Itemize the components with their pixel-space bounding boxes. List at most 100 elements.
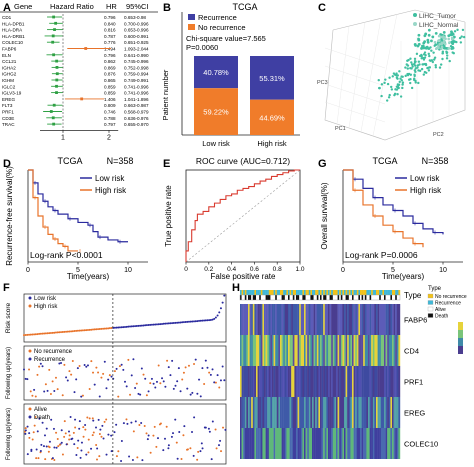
heatmap-cell [252,397,255,428]
heatmap-cell [312,304,314,335]
legend-swatch-no-recurrence [28,349,32,353]
survival-point [141,459,144,462]
tumor-point [428,59,432,62]
survival-point [47,445,50,448]
tumor-point [452,35,456,39]
heatmap-cell [382,397,385,428]
risk-point [68,330,71,333]
heatmap-cell [368,366,370,397]
status-track-cell [342,295,345,300]
heatmap-cell [347,335,349,366]
type-track-cell [369,290,372,295]
chart-title: ROC curve (AUC=0.712) [196,156,290,166]
tumor-point [391,75,394,78]
type-track-cell [331,290,333,295]
heatmap-cell [336,428,338,459]
recurrence-point [166,359,169,362]
recurrence-point [86,364,89,367]
type-track-cell [353,290,356,295]
heatmap-cell [299,335,301,366]
heatmap-cell [369,397,372,428]
heatmap-cell [339,304,341,335]
heatmap-cell [366,335,369,366]
heatmap-cell [270,366,273,397]
survival-point [72,431,75,434]
type-track-cell [368,290,370,295]
survival-point [222,426,225,429]
normal-point [451,37,454,41]
status-track-cell [337,295,340,300]
legend-label: Recurrence [435,301,461,307]
recurrence-point [198,378,201,381]
legend-swatch-alive [28,407,32,411]
pca-box-outline [324,22,466,141]
heatmap-cell [254,304,257,335]
tumor-point [439,63,443,66]
heatmap-cell [248,335,250,366]
type-track-cell [313,290,316,295]
type-track-cell [260,290,263,295]
heatmap-cell [336,335,338,366]
hr-point [55,91,58,94]
gene-row-label: PRF1 [404,378,423,387]
risk-point [125,325,128,328]
type-track-cell [334,290,337,295]
heatmap-cell [257,335,260,366]
risk-point [152,323,155,326]
risk-point [176,321,179,324]
log-rank-text: Log-rank P=0.0006 [345,250,418,260]
hr-point [55,78,59,82]
recurrence-point [199,395,202,398]
status-track-cell [292,295,295,300]
heatmap-cell [361,428,364,459]
type-track-cell [257,290,260,295]
heatmap-cell [387,428,389,459]
legend-swatch-normal [413,22,417,26]
x-tick-label: 2 [107,134,111,141]
grid-line [324,83,386,105]
risk-point [147,324,150,327]
risk-point [166,322,169,325]
hr-value: 0.869 [104,65,116,70]
heatmap-cell [240,304,242,335]
heatmap-cell [249,335,252,366]
heatmap-cell [342,335,345,366]
color-scale-segment [458,338,463,346]
risk-point [155,323,158,326]
heatmap-cell [300,304,303,335]
type-track-cell [388,290,391,295]
heatmap-cell [318,304,321,335]
legend-swatch-tumor [413,13,417,17]
survival-point [37,457,40,460]
heatmap-cell [334,335,337,366]
heatmap-cell [398,428,401,459]
heatmap-cell [342,366,345,397]
survival-point [82,435,85,438]
color-scale-segment [458,330,463,338]
legend-title: Type [428,286,442,292]
heatmap-cell [395,397,397,428]
heatmap-cell [347,366,349,397]
heatmap-cell [272,397,274,428]
heatmap-cell [344,366,346,397]
heatmap-cell [350,304,353,335]
heatmap-cell [248,366,250,397]
type-track-cell [248,290,250,295]
recurrence-point [201,367,204,370]
tumor-point [401,83,404,86]
heatmap-cell [366,366,369,397]
heatmap-cell [329,397,332,428]
heatmap-cell [243,304,245,335]
heatmap-cell [396,397,399,428]
survival-point [149,451,152,454]
survival-point [57,445,60,448]
survival-point [218,444,221,447]
status-track-cell [299,295,301,300]
heatmap-cell [300,366,303,397]
survival-point [107,433,110,436]
heatmap-cell [332,366,335,397]
heatmap-cell [305,366,308,397]
risk-point [182,321,185,324]
risk-point [191,320,194,323]
heatmap-cell [252,366,255,397]
